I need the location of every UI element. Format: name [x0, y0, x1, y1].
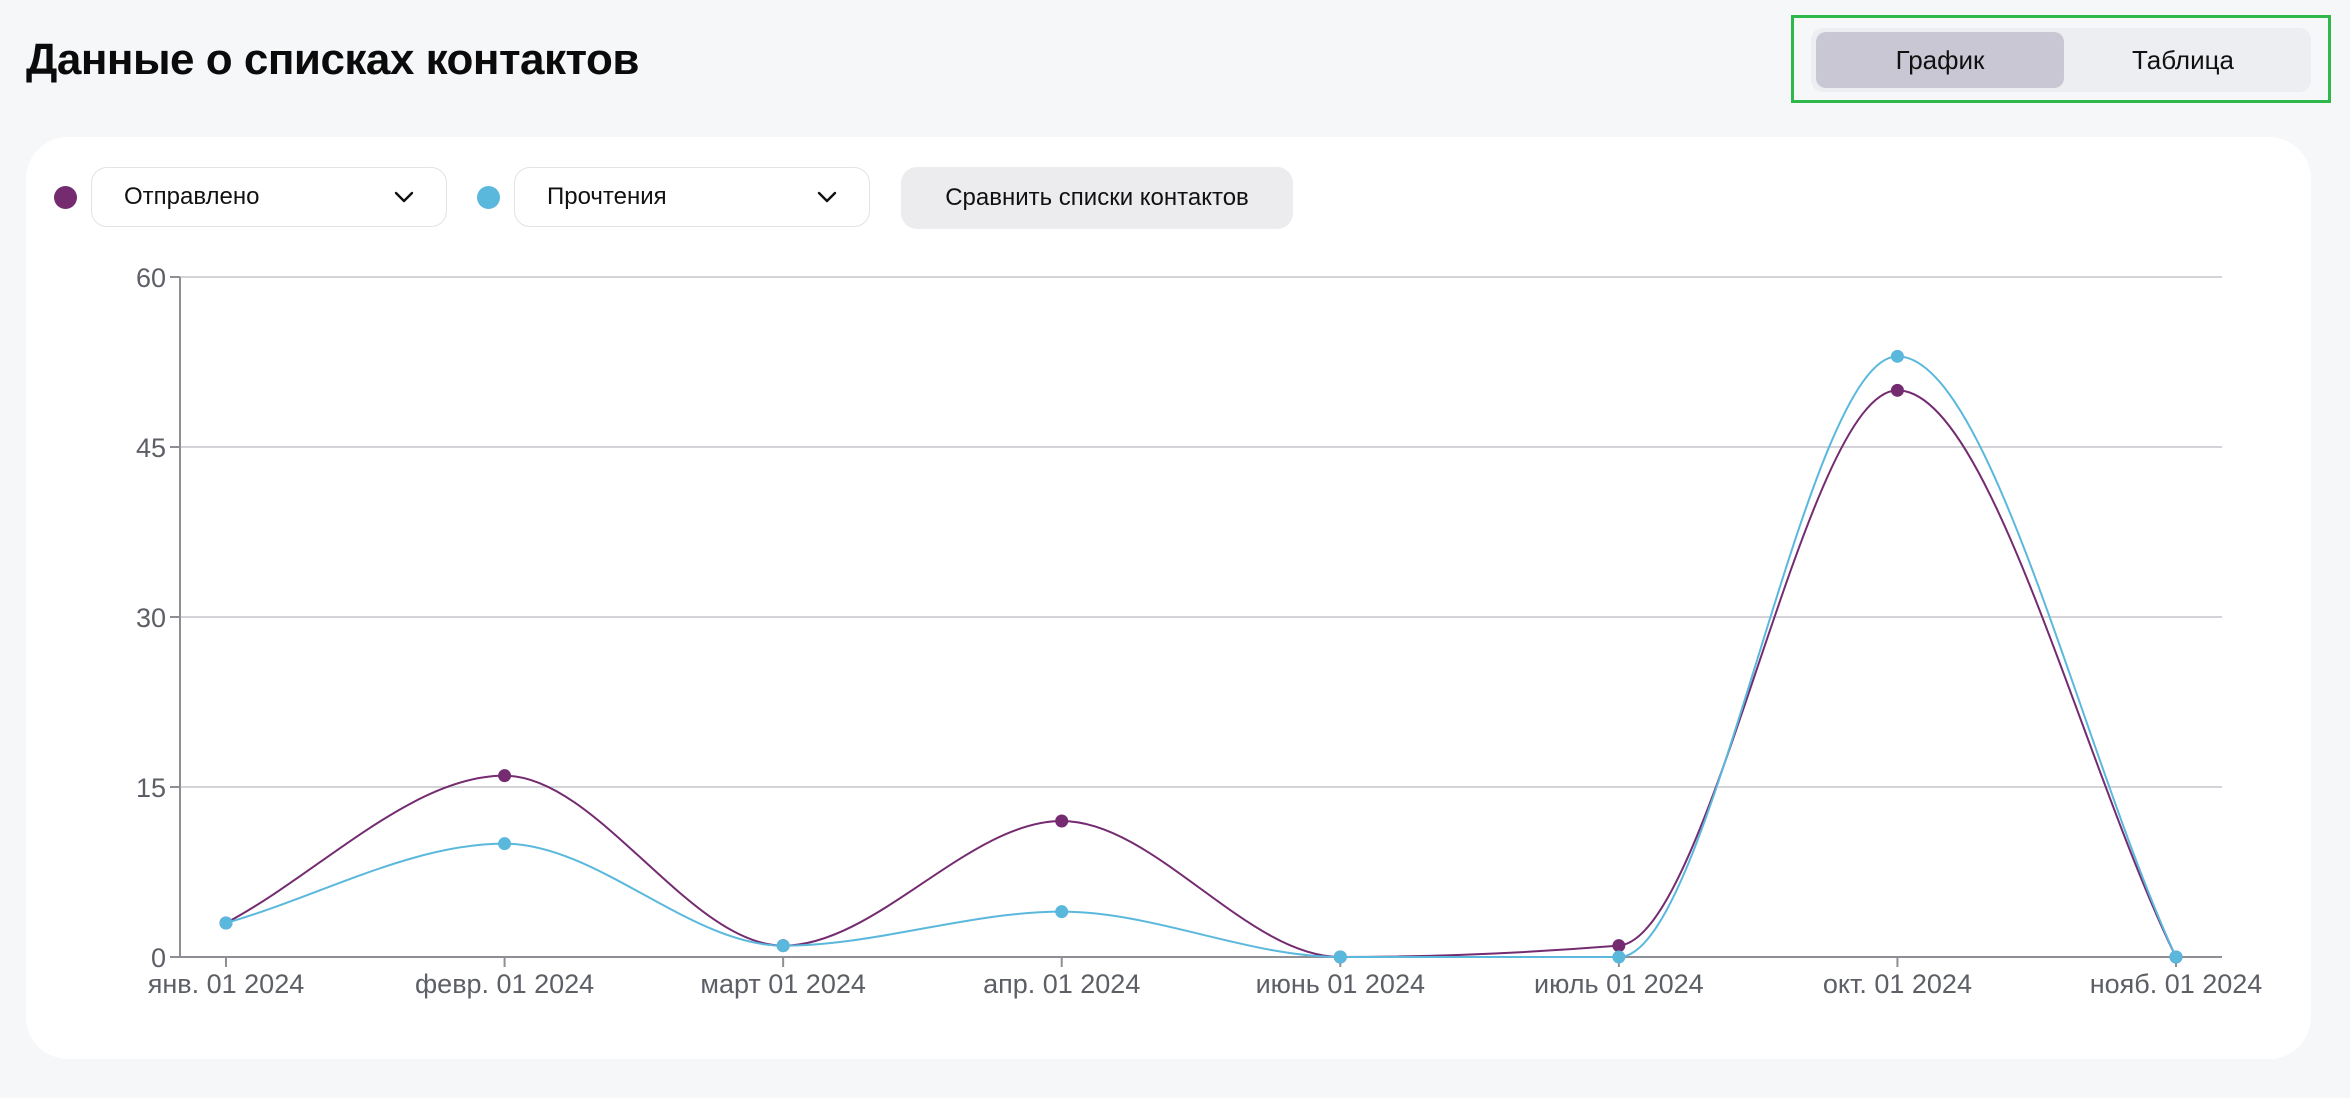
series-line-1	[225, 389, 2177, 959]
chart-view-button[interactable]: График	[1816, 32, 2064, 88]
view-toggle: График Таблица	[1811, 28, 2311, 92]
metric1-select-label: Отправлено	[124, 183, 260, 210]
series-point-1	[1890, 383, 1904, 397]
y-tick-label: 60	[136, 263, 166, 293]
chevron-down-icon	[817, 191, 837, 203]
series-point-2	[1890, 349, 1904, 363]
reads-legend-dot	[477, 186, 500, 209]
y-tick-label: 30	[136, 603, 166, 633]
x-tick-label: март 01 2024	[700, 969, 865, 999]
x-tick-label: апр. 01 2024	[983, 969, 1140, 999]
series-point-1	[498, 769, 512, 783]
series-point-2	[498, 837, 512, 851]
series-point-2	[1333, 950, 1347, 964]
metric2-select-label: Прочтения	[547, 183, 667, 210]
series-point-1	[1612, 939, 1626, 953]
chevron-down-icon	[394, 191, 414, 203]
series-point-2	[2169, 950, 2183, 964]
x-tick-label: июль 01 2024	[1534, 969, 1704, 999]
series-point-1	[1055, 814, 1069, 828]
series-point-2	[1055, 905, 1069, 919]
compare-lists-button[interactable]: Сравнить списки контактов	[901, 167, 1293, 229]
x-tick-label: нояб. 01 2024	[2090, 969, 2263, 999]
series-point-2	[1612, 950, 1626, 964]
x-tick-label: июнь 01 2024	[1256, 969, 1425, 999]
y-tick-label: 45	[136, 433, 166, 463]
table-view-button[interactable]: Таблица	[2132, 45, 2234, 75]
y-tick-label: 15	[136, 773, 166, 803]
series-point-2	[219, 916, 233, 930]
chart-card	[26, 137, 2311, 1059]
series-point-2	[776, 939, 790, 953]
metric1-select[interactable]: Отправлено	[91, 167, 447, 227]
x-tick-label: окт. 01 2024	[1823, 969, 1972, 999]
page-title: Данные о списках контактов	[26, 35, 639, 84]
y-tick-label: 0	[151, 943, 166, 973]
metric2-select[interactable]: Прочтения	[514, 167, 870, 227]
x-tick-label: февр. 01 2024	[415, 969, 594, 999]
x-tick-label: янв. 01 2024	[148, 969, 304, 999]
view-toggle-highlight	[1791, 15, 2331, 103]
sent-legend-dot	[54, 186, 77, 209]
